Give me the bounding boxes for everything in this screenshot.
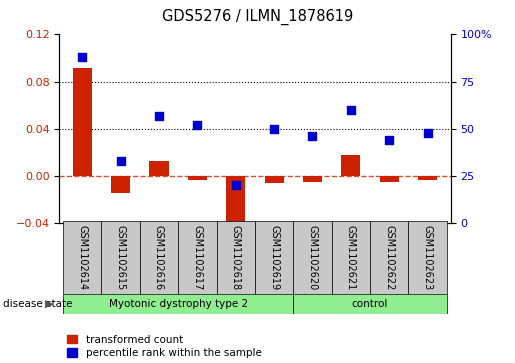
- Point: [347, 107, 355, 113]
- Text: GSM1102620: GSM1102620: [307, 225, 317, 290]
- Point: [155, 113, 163, 119]
- FancyBboxPatch shape: [178, 221, 216, 294]
- Text: GSM1102615: GSM1102615: [116, 225, 126, 290]
- Bar: [111, 176, 130, 192]
- Text: GSM1102622: GSM1102622: [384, 225, 394, 290]
- Text: Myotonic dystrophy type 2: Myotonic dystrophy type 2: [109, 299, 248, 309]
- FancyBboxPatch shape: [294, 221, 332, 294]
- FancyBboxPatch shape: [63, 294, 294, 314]
- Point: [232, 183, 240, 188]
- Text: GSM1102619: GSM1102619: [269, 225, 279, 290]
- FancyBboxPatch shape: [63, 221, 101, 294]
- Text: GSM1102617: GSM1102617: [193, 225, 202, 290]
- FancyBboxPatch shape: [370, 221, 408, 294]
- Point: [193, 122, 201, 128]
- FancyBboxPatch shape: [332, 221, 370, 294]
- Point: [270, 126, 278, 132]
- Text: control: control: [352, 299, 388, 309]
- FancyBboxPatch shape: [294, 294, 447, 314]
- FancyBboxPatch shape: [408, 221, 447, 294]
- Text: GSM1102618: GSM1102618: [231, 225, 241, 290]
- Bar: [73, 68, 92, 176]
- Bar: [265, 176, 284, 183]
- Point: [78, 54, 87, 60]
- Bar: [226, 176, 245, 227]
- Text: GSM1102616: GSM1102616: [154, 225, 164, 290]
- FancyBboxPatch shape: [140, 221, 178, 294]
- Text: GSM1102614: GSM1102614: [77, 225, 87, 290]
- Text: GSM1102621: GSM1102621: [346, 225, 356, 290]
- Text: GSM1102623: GSM1102623: [423, 225, 433, 290]
- Legend: transformed count, percentile rank within the sample: transformed count, percentile rank withi…: [67, 335, 262, 358]
- Bar: [341, 155, 360, 176]
- Point: [385, 137, 393, 143]
- Point: [423, 130, 432, 135]
- Text: disease state: disease state: [3, 299, 72, 309]
- Point: [116, 158, 125, 164]
- Bar: [303, 176, 322, 182]
- FancyBboxPatch shape: [101, 221, 140, 294]
- Text: GDS5276 / ILMN_1878619: GDS5276 / ILMN_1878619: [162, 9, 353, 25]
- Bar: [418, 176, 437, 180]
- Bar: [380, 176, 399, 182]
- Point: [308, 134, 317, 139]
- Bar: [149, 161, 168, 176]
- Text: ▶: ▶: [45, 299, 54, 309]
- FancyBboxPatch shape: [216, 221, 255, 294]
- FancyBboxPatch shape: [255, 221, 294, 294]
- Bar: [188, 176, 207, 180]
